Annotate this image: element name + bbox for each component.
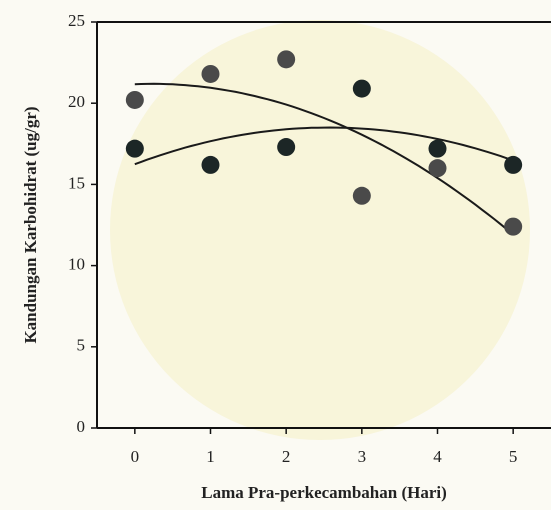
watermark <box>110 20 530 440</box>
point <box>504 217 523 236</box>
y-tick-label: 10 <box>68 255 85 274</box>
point <box>125 90 144 109</box>
y-axis-label: Kandungan Karbohidrat (ug/gr) <box>21 106 40 343</box>
y-tick-label: 20 <box>68 92 85 111</box>
point <box>428 139 447 158</box>
point <box>504 155 523 174</box>
point <box>125 139 144 158</box>
x-tick-label: 0 <box>131 447 140 466</box>
point <box>201 155 220 174</box>
y-tick-label: 0 <box>77 417 86 436</box>
x-tick-label: 5 <box>509 447 518 466</box>
x-axis-label: Lama Pra-perkecambahan (Hari) <box>201 483 447 502</box>
point <box>201 64 220 83</box>
x-tick-label: 3 <box>358 447 367 466</box>
point <box>352 79 371 98</box>
point <box>428 159 447 178</box>
x-tick-label: 1 <box>206 447 215 466</box>
trendline <box>134 126 514 166</box>
x-tick-label: 2 <box>282 447 291 466</box>
trendline <box>134 82 514 236</box>
point <box>352 186 371 205</box>
point <box>277 138 296 157</box>
y-tick-label: 15 <box>68 173 85 192</box>
y-tick-label: 25 <box>68 11 85 30</box>
point <box>277 50 296 69</box>
y-tick-label: 5 <box>77 336 86 355</box>
x-tick-label: 4 <box>433 447 442 466</box>
